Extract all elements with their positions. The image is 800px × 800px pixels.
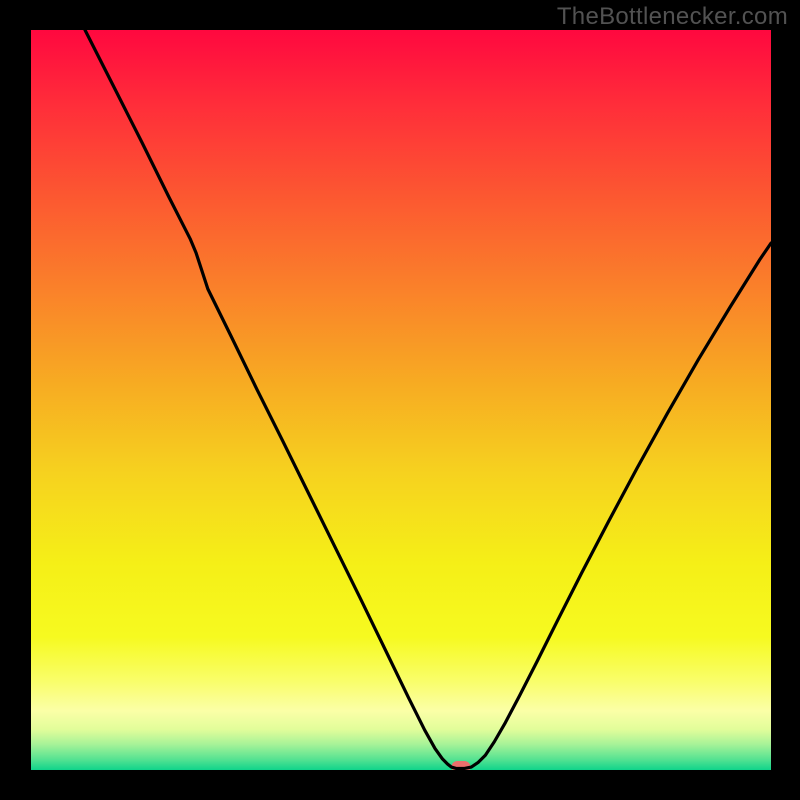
plot-area	[31, 30, 771, 770]
watermark-text: TheBottlenecker.com	[557, 3, 788, 31]
curve-overlay	[31, 30, 771, 770]
bottleneck-curve	[85, 30, 771, 769]
